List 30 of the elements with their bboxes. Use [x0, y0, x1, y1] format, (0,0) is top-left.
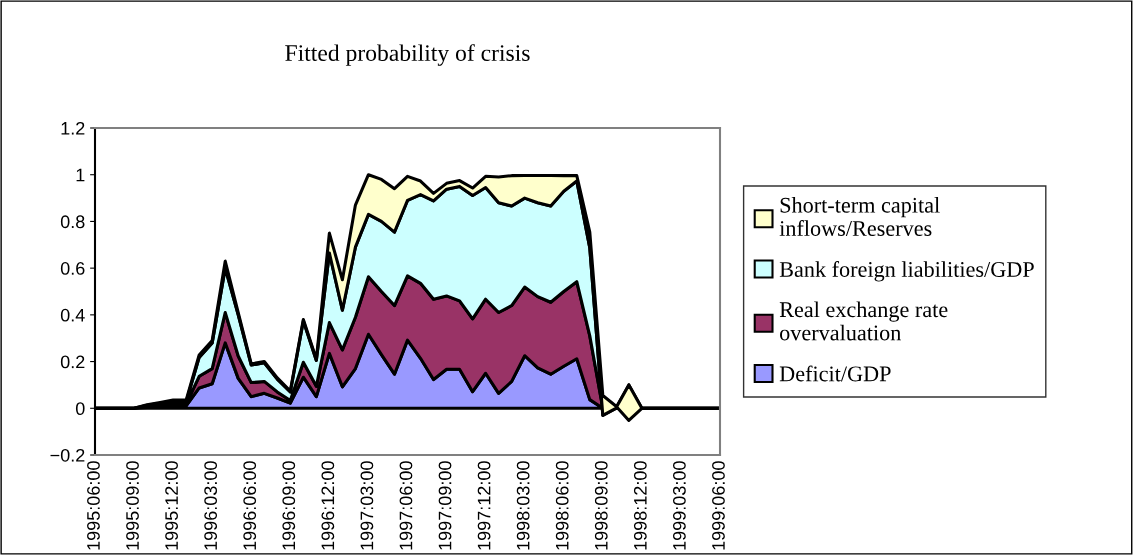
legend-label: Bank foreign liabilities/GDP [779, 261, 1034, 282]
legend-label: Short-term capital inflows/Reserves [779, 197, 940, 236]
y-tick-label: 0.6 [60, 262, 85, 275]
x-tick-label: 1998:03:00 [516, 461, 530, 550]
x-tick-label: 1995:06:00 [87, 461, 100, 550]
y-tick-label: 0.2 [60, 355, 85, 369]
x-tick-label: 1995:09:00 [126, 461, 139, 550]
y-tick-label: −0.2 [50, 448, 85, 462]
x-tick-label: 1998:06:00 [555, 461, 569, 550]
x-tick-label: 1999:03:00 [673, 461, 686, 550]
y-tick-label: 1.2 [61, 121, 85, 135]
y-tick-label: 0.8 [60, 215, 85, 229]
y-tick-label: 0.4 [60, 308, 85, 322]
x-tick-label: 1996:09:00 [282, 461, 296, 550]
x-tick-label: 1998:09:00 [594, 461, 608, 550]
y-tick-label: 0 [75, 402, 85, 416]
x-tick-label: 1998:12:00 [633, 461, 647, 550]
x-tick-label: 1997:09:00 [438, 461, 452, 550]
x-tick-label: 1997:12:00 [477, 461, 491, 550]
chart-title: Fitted probability of crisis [285, 44, 530, 66]
y-tick-label: 1 [76, 168, 85, 182]
x-tick-label: 1995:12:00 [165, 461, 178, 550]
x-tick-label: 1997:03:00 [360, 461, 374, 550]
x-tick-label: 1997:06:00 [399, 461, 413, 550]
legend-label: Real exchange rate overvaluation [779, 301, 948, 341]
x-tick-label: 1999:06:00 [712, 461, 725, 550]
legend-label: Deficit/GDP [779, 365, 891, 382]
x-tick-label: 1996:06:00 [243, 461, 257, 550]
x-tick-label: 1996:12:00 [321, 461, 335, 550]
x-tick-label: 1996:03:00 [204, 461, 218, 550]
